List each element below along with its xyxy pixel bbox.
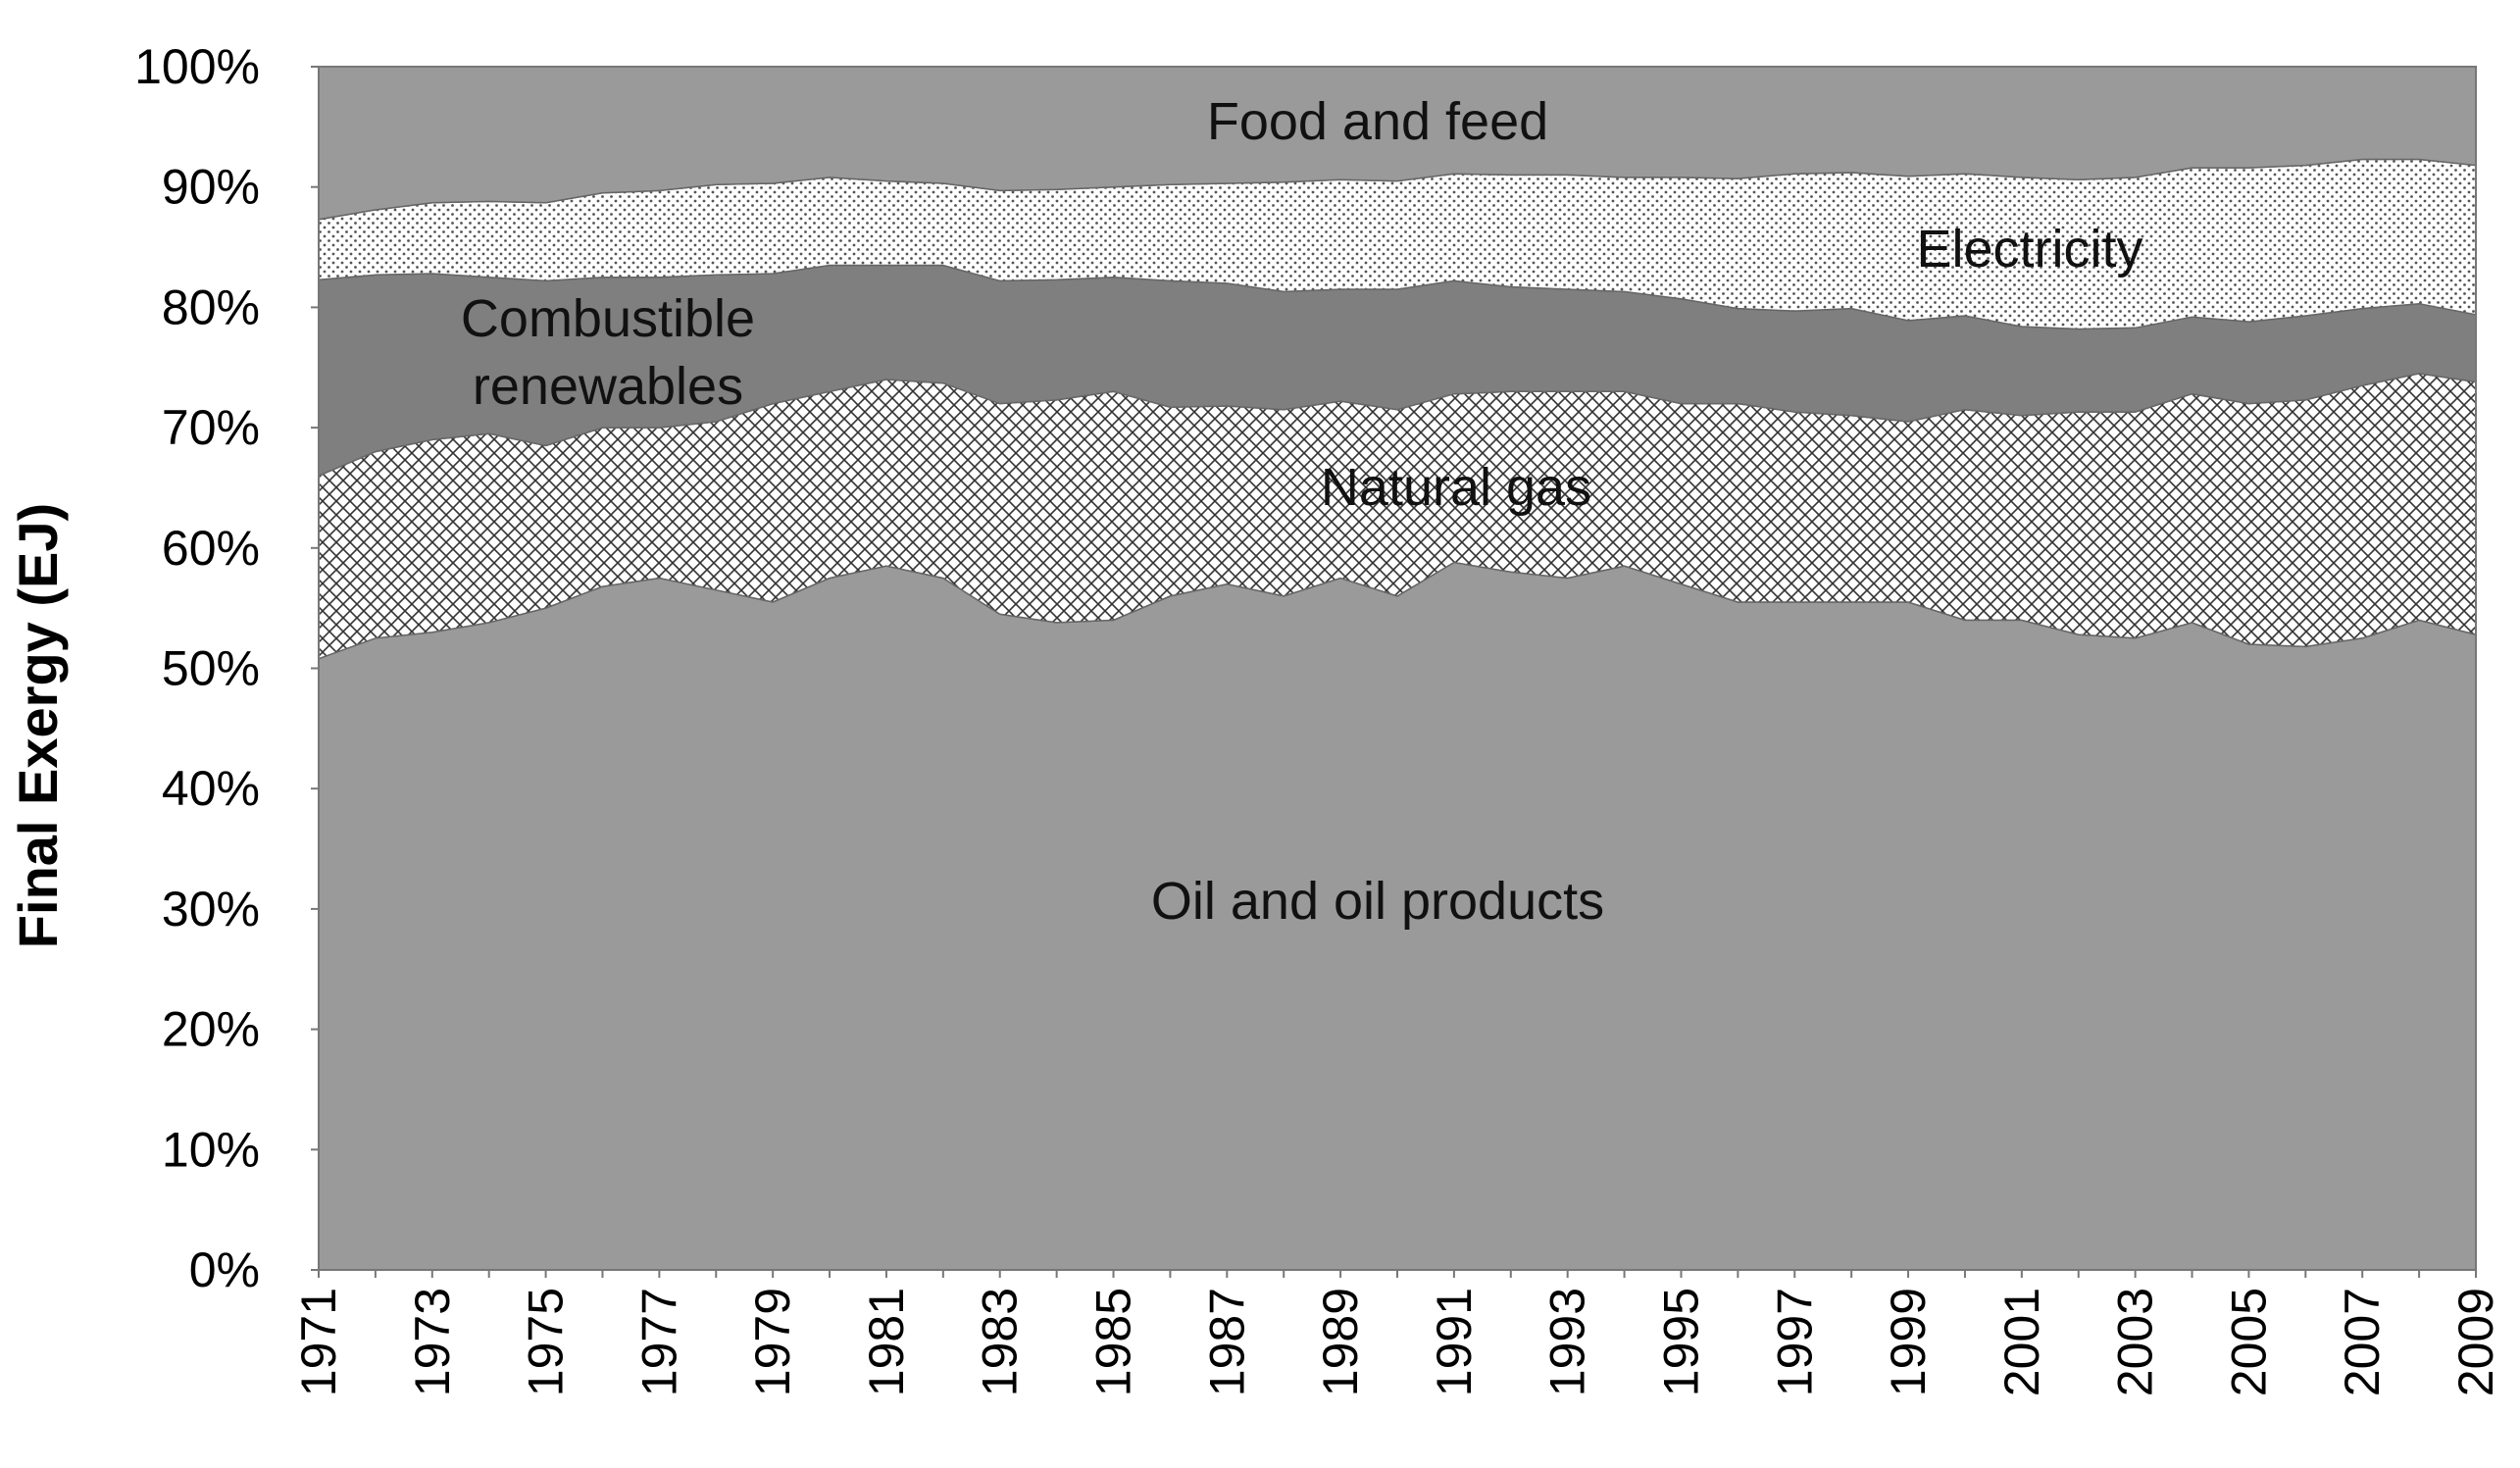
y-axis: 0% 10% 20% 30% 40% 50% 60% 70% 80% 90% 100% xyxy=(134,39,319,1297)
series-label-combustible-renewables-line2: renewables xyxy=(473,357,743,416)
y-tick-label: 70% xyxy=(162,400,260,455)
series-label-electricity: Electricity xyxy=(1916,220,2142,278)
x-tick-label: 1991 xyxy=(1427,1288,1482,1396)
x-tick-label: 1995 xyxy=(1654,1288,1709,1396)
x-tick-label: 2001 xyxy=(1994,1288,2049,1396)
area-series-group xyxy=(318,66,2477,1271)
y-axis-title: Final Exergy (EJ) xyxy=(7,503,69,948)
series-label-group: Oil and oil products Natural gas Combustib… xyxy=(461,92,2143,931)
x-tick-label: 1985 xyxy=(1086,1288,1141,1396)
x-tick-label: 1989 xyxy=(1313,1288,1368,1396)
x-axis: 1971 1973 1975 1977 1979 1981 1983 1985 1987 1989… xyxy=(291,1270,2503,1396)
y-tick-label: 80% xyxy=(162,279,260,334)
x-tick-label: 1981 xyxy=(859,1288,914,1396)
series-label-natural-gas: Natural gas xyxy=(1321,458,1591,517)
series-label-oil-and-oil-products: Oil and oil products xyxy=(1151,872,1604,931)
x-tick-label: 1983 xyxy=(973,1288,1028,1396)
y-tick-label: 30% xyxy=(162,882,260,936)
x-tick-label: 1993 xyxy=(1540,1288,1595,1396)
x-tick-label: 1987 xyxy=(1199,1288,1254,1396)
x-tick-label: 1973 xyxy=(405,1288,460,1396)
y-tick-label: 0% xyxy=(189,1242,260,1297)
x-tick-label: 2003 xyxy=(2108,1288,2163,1396)
x-tick-label: 2009 xyxy=(2448,1288,2503,1396)
y-tick-label: 90% xyxy=(162,160,260,215)
x-tick-label: 2005 xyxy=(2221,1288,2276,1396)
x-tick-label: 1971 xyxy=(291,1288,346,1396)
series-label-combustible-renewables-line1: Combustible xyxy=(461,289,755,348)
x-tick-label: 1997 xyxy=(1767,1288,1822,1396)
y-tick-label: 10% xyxy=(162,1122,260,1177)
y-tick-label: 60% xyxy=(162,521,260,576)
y-tick-label: 40% xyxy=(162,761,260,816)
y-tick-label: 50% xyxy=(162,641,260,696)
x-tick-label: 1999 xyxy=(1881,1288,1936,1396)
series-label-food-and-feed: Food and feed xyxy=(1207,92,1548,151)
x-tick-label: 1977 xyxy=(631,1288,686,1396)
y-tick-label: 20% xyxy=(162,1002,260,1057)
x-tick-label: 2007 xyxy=(2335,1288,2390,1396)
y-tick-label: 100% xyxy=(134,39,260,94)
x-tick-label: 1975 xyxy=(519,1288,574,1396)
x-tick-label: 1979 xyxy=(745,1288,800,1396)
